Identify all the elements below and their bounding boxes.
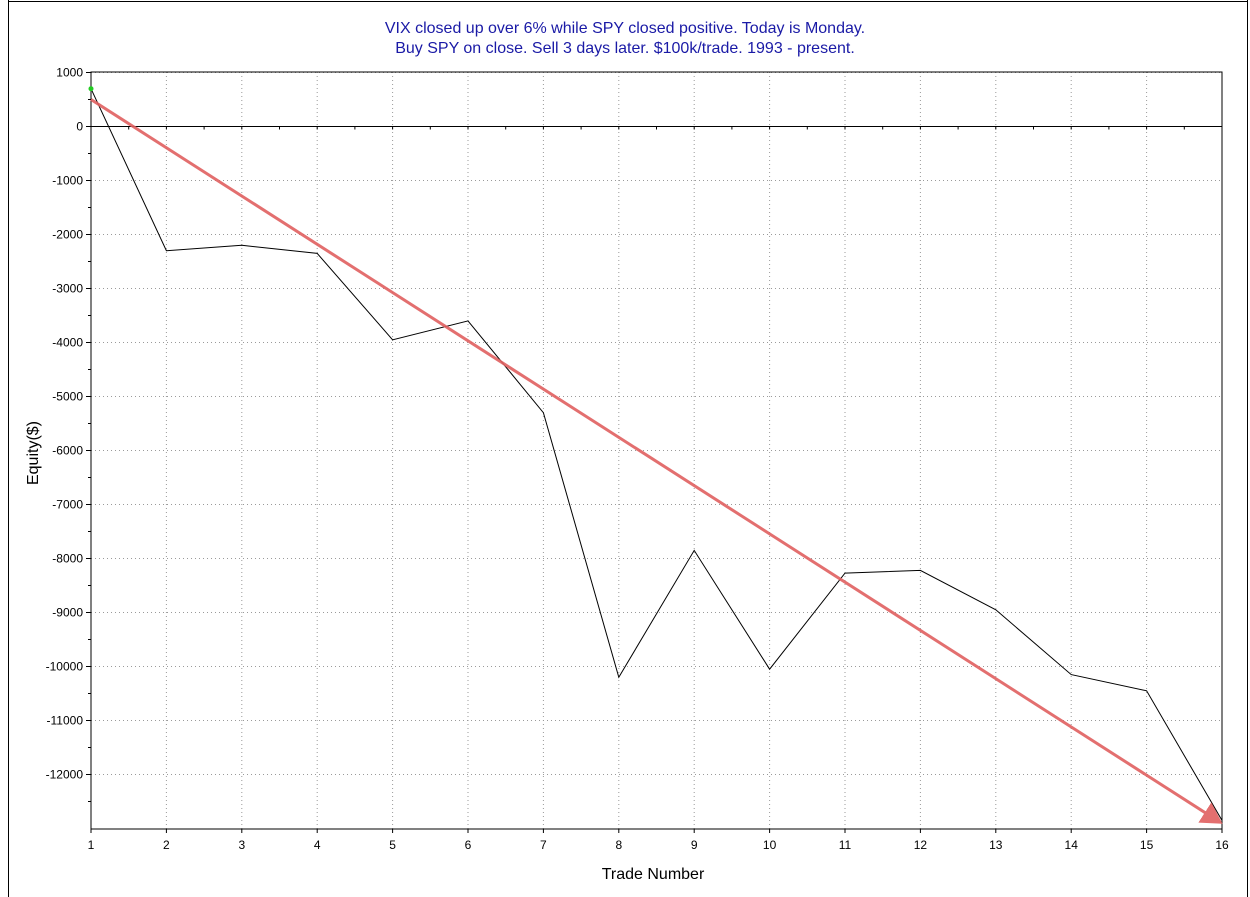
- y-tick-label: -3000: [52, 282, 83, 296]
- x-tick-label: 3: [238, 838, 245, 852]
- x-tick-label: 16: [1215, 838, 1229, 852]
- x-tick-label: 2: [163, 838, 170, 852]
- x-tick-label: 12: [914, 838, 928, 852]
- y-tick-label: -6000: [52, 444, 83, 458]
- y-tick-label: 1000: [56, 66, 83, 80]
- chart-title-line-2: Buy SPY on close. Sell 3 days later. $10…: [395, 40, 855, 57]
- x-tick-label: 1: [88, 838, 95, 852]
- y-tick-label: -11000: [47, 714, 84, 728]
- y-tick-label: -2000: [52, 228, 83, 242]
- equity-line: [90, 88, 1223, 821]
- x-tick-label: 6: [465, 838, 472, 852]
- x-tick-label: 14: [1065, 838, 1079, 852]
- y-tick-label: 0: [76, 120, 83, 134]
- x-tick-labels: 1 2 3 4 5 6 7 8 9 10 11 12 13 14 15 16: [88, 838, 1229, 852]
- trend-group: [90, 98, 1223, 824]
- trend-arrow: [90, 98, 1223, 824]
- x-tick-label: 11: [839, 838, 852, 852]
- y-tick-label: -12000: [46, 768, 84, 782]
- x-tick-label: 5: [389, 838, 396, 852]
- y-tick-label: -10000: [46, 660, 84, 674]
- y-tick-label: -5000: [52, 390, 83, 404]
- x-axis-title: Trade Number: [602, 866, 705, 883]
- x-tick-label: 13: [989, 838, 1003, 852]
- chart-title-line-1: VIX closed up over 6% while SPY closed p…: [384, 20, 866, 37]
- y-tick-labels: 1000 0 -1000 -2000 -3000 -4000 -5000 -6000 -7000…: [46, 66, 84, 782]
- y-axis-title: Equity($): [25, 421, 42, 485]
- y-tick-label: -4000: [52, 336, 83, 350]
- x-tick-label: 7: [540, 838, 547, 852]
- y-tick-label: -8000: [52, 552, 83, 566]
- x-tick-label: 9: [691, 838, 698, 852]
- y-tick-label: -1000: [52, 174, 83, 188]
- axes: [86, 71, 1223, 833]
- start-marker: [88, 86, 94, 92]
- y-tick-label: -9000: [52, 606, 83, 620]
- x-tick-label: 8: [615, 838, 622, 852]
- series-group: [88, 86, 1223, 821]
- x-tick-label: 10: [763, 838, 777, 852]
- x-tick-label: 4: [314, 838, 321, 852]
- y-tick-label: -7000: [52, 498, 83, 512]
- x-tick-label: 15: [1140, 838, 1154, 852]
